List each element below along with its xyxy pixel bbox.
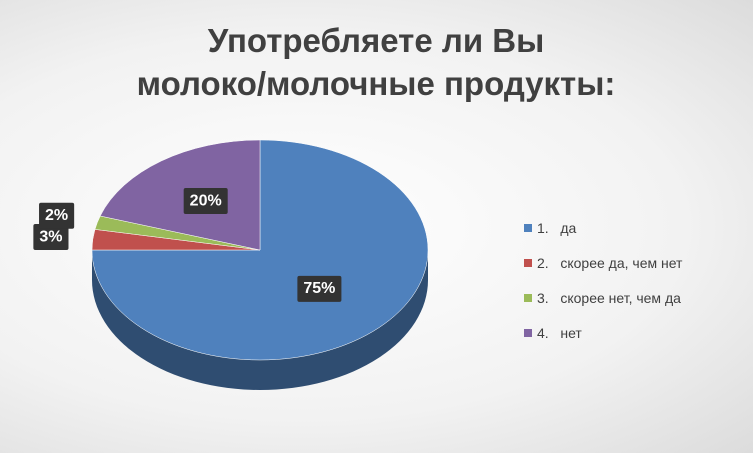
legend-label: 2. скорее да, чем нет (537, 255, 683, 271)
data-label: 2% (45, 207, 68, 224)
legend-swatch (524, 294, 532, 302)
chart-title: молоко/молочные продукты: (137, 65, 616, 102)
pie-side (92, 250, 428, 390)
legend-item: 4. нет (524, 325, 582, 341)
data-label: 20% (190, 192, 222, 209)
chart-title: Употребляете ли Вы (208, 22, 545, 59)
label-box (183, 188, 228, 215)
legend-item: 2. скорее да, чем нет (524, 255, 682, 271)
legend-label: 1. да (537, 220, 577, 236)
data-label: 3% (39, 228, 62, 245)
legend-item: 1. да (524, 220, 576, 236)
data-label: 75% (303, 280, 335, 297)
legend-swatch (524, 224, 532, 232)
legend-label: 4. нет (537, 325, 582, 341)
pie-slice (91, 139, 429, 361)
label-box (297, 275, 342, 302)
legend-label: 3. скорее нет, чем да (537, 290, 681, 306)
pie-slice (99, 139, 261, 251)
legend-item: 3. скорее нет, чем да (524, 290, 681, 306)
legend-swatch (524, 259, 532, 267)
legend-swatch (524, 329, 532, 337)
label-box (33, 224, 69, 251)
label-box (39, 202, 75, 229)
